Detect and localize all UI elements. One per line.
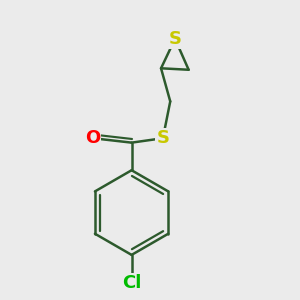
- Text: S: S: [169, 30, 182, 48]
- Text: O: O: [85, 129, 100, 147]
- Text: S: S: [156, 129, 170, 147]
- Text: Cl: Cl: [122, 274, 141, 292]
